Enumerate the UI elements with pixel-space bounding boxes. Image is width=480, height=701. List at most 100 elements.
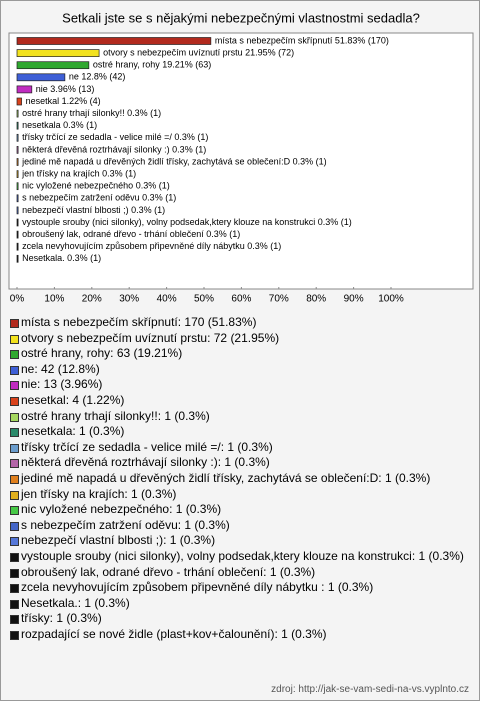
bar [16, 85, 33, 94]
legend-item: ostré hrany, rohy: 63 (19.21%) [9, 346, 471, 362]
legend-label: nebezpečí vlastní blbosti ;): 1 (0.3%) [21, 533, 216, 548]
legend-item: Nesetkala.: 1 (0.3%) [9, 596, 471, 612]
bar [16, 182, 19, 191]
bar-label: nic vyložené nebezpečného 0.3% (1) [22, 181, 170, 191]
legend-swatch [10, 474, 19, 484]
bar [16, 49, 100, 57]
x-tick-label: 10% [44, 294, 64, 305]
legend-swatch [10, 615, 19, 625]
bar-label: s nebezpečím zatržení oděvu 0.3% (1) [22, 193, 176, 203]
legend-label: ne: 42 (12.8%) [21, 361, 100, 376]
legend-item: nesetkal: 4 (1.22%) [9, 393, 471, 409]
legend-item: jediné mě napadá u dřevěných židlí třísk… [9, 471, 471, 487]
legend-item: nie: 13 (3.96%) [9, 377, 471, 393]
legend-item: jen třísky na krajích: 1 (0.3%) [9, 487, 471, 503]
legend-label: s nebezpečím zatržení oděvu: 1 (0.3%) [21, 517, 230, 532]
legend-item: vystouple srouby (nici silonky), volny p… [9, 549, 471, 565]
bar [16, 218, 19, 227]
legend-label: obroušený lak, odrané dřevo - trhání obl… [21, 564, 316, 579]
x-tick-label: 40% [157, 294, 177, 305]
legend-label: zcela nevyhovujícím způsobem připevněné … [21, 580, 374, 595]
bar [16, 73, 66, 82]
bar [16, 170, 19, 178]
source: zdroj: http://jak-se-vam-sedi-na-vs.vypl… [271, 684, 469, 695]
legend-label: rozpadající se nové židle (plast+kov+čal… [21, 626, 327, 641]
bar-label: zcela nevyhovujícím způsobem připevněné … [22, 241, 281, 251]
bar-label: obroušený lak, odrané dřevo - trhání obl… [22, 229, 240, 239]
legend-label: ostré hrany trhají silonky!!: 1 (0.3%) [21, 408, 210, 423]
legend-item: nesetkala: 1 (0.3%) [9, 424, 471, 440]
legend-item: nebezpečí vlastní blbosti ;): 1 (0.3%) [9, 533, 471, 549]
x-tick-label: 70% [269, 294, 289, 305]
bar [16, 230, 19, 239]
legend-label: třísky trčící ze sedadla - velice milé =… [21, 439, 273, 454]
legend-item: ne: 42 (12.8%) [9, 362, 471, 378]
bar [16, 109, 19, 118]
legend-item: třísky: 1 (0.3%) [9, 611, 471, 627]
legend-swatch [10, 552, 19, 562]
legend-swatch [10, 350, 19, 360]
bar-label: nesetkala 0.3% (1) [22, 120, 97, 130]
bar-label: místa s nebezpečím skřípnutí 51.83% (170… [215, 35, 389, 45]
plot-area [8, 32, 474, 290]
legend-swatch [10, 459, 19, 469]
bar-label: jen třísky na krajích 0.3% (1) [21, 168, 136, 178]
legend-item: ostré hrany trhají silonky!!: 1 (0.3%) [9, 409, 471, 425]
bar [16, 194, 19, 203]
legend-swatch [10, 334, 19, 344]
x-tick-label: 60% [231, 294, 251, 305]
bar-label: jediné mě napadá u dřevěných židlí třísk… [21, 156, 327, 166]
x-tick-label: 100% [378, 294, 404, 305]
legend-label: třísky: 1 (0.3%) [21, 611, 102, 626]
legend-label: Nesetkala.: 1 (0.3%) [21, 595, 130, 610]
bar-label: ostré hrany, rohy 19.21% (63) [93, 60, 211, 70]
legend-swatch [10, 599, 19, 609]
x-tick-label: 0% [10, 294, 25, 305]
bar [16, 61, 90, 70]
bar-label: třísky trčící ze sedadla - velice milé =… [22, 132, 208, 142]
legend-item: třísky trčící ze sedadla - velice milé =… [9, 440, 471, 456]
bar [16, 97, 22, 106]
bar [16, 242, 19, 251]
x-tick-label: 80% [306, 294, 326, 305]
legend-label: některá dřevěná roztrhávají silonky :): … [21, 455, 270, 470]
legend-label: nic vyložené nebezpečného: 1 (0.3%) [21, 502, 222, 517]
bar-label: otvory s nebezpečím uvíznutí prstu 21.95… [103, 47, 294, 57]
bar-label: Nesetkala. 0.3% (1) [22, 253, 101, 263]
legend-swatch [10, 490, 19, 500]
x-tick-label: 30% [119, 294, 139, 305]
bar [16, 37, 212, 45]
bar [16, 146, 19, 154]
chart-title: Setkali jste se s nějakými nebezpečnými … [62, 10, 420, 25]
bar-label: některá dřevěná roztrhávají silonky :) 0… [22, 144, 206, 154]
legend-label: ostré hrany, rohy: 63 (19.21%) [21, 346, 183, 361]
legend-swatch [10, 443, 19, 453]
bar-label: nesetkal 1.22% (4) [26, 96, 101, 106]
legend-item: obroušený lak, odrané dřevo - trhání obl… [9, 565, 471, 581]
legend-swatch [10, 396, 19, 406]
legend-swatch [10, 381, 19, 391]
bar-label: vystouple srouby (nici silonky), volny p… [22, 217, 352, 227]
x-tick-label: 20% [82, 294, 102, 305]
legend-label: nesetkala: 1 (0.3%) [21, 424, 125, 439]
legend-item: místa s nebezpečím skřípnutí: 170 (51.83… [9, 315, 471, 331]
x-tick-label: 90% [344, 294, 364, 305]
legend-item: některá dřevěná roztrhávají silonky :): … [9, 455, 471, 471]
bar-label: nie 3.96% (13) [36, 84, 95, 94]
legend-swatch [10, 568, 19, 578]
legend-label: vystouple srouby (nici silonky), volny p… [21, 548, 464, 563]
legend-swatch [10, 319, 19, 328]
bar-label: ostré hrany trhají silonky!! 0.3% (1) [22, 108, 161, 118]
legend-label: nie: 13 (3.96%) [21, 377, 103, 392]
legend-item: s nebezpečím zatržení oděvu: 1 (0.3%) [9, 518, 471, 534]
legend-swatch [10, 365, 19, 375]
legend-item: zcela nevyhovujícím způsobem připevněné … [9, 580, 471, 596]
bar [16, 206, 19, 215]
bar-label: nebezpečí vlastní blbosti ;) 0.3% (1) [22, 205, 165, 215]
legend-swatch [10, 412, 19, 422]
bar [16, 133, 19, 142]
legend-label: nesetkal: 4 (1.22%) [21, 392, 125, 407]
legend-swatch [10, 630, 19, 640]
legend-label: místa s nebezpečím skřípnutí: 170 (51.83… [21, 315, 257, 329]
